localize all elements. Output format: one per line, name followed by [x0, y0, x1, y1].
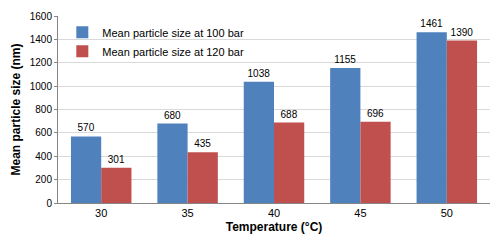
svg-text:1038: 1038 — [248, 68, 271, 79]
svg-text:0: 0 — [46, 198, 52, 209]
svg-text:40: 40 — [268, 207, 280, 219]
svg-text:1600: 1600 — [30, 11, 53, 22]
svg-text:688: 688 — [281, 109, 298, 120]
svg-text:1155: 1155 — [334, 54, 356, 65]
svg-text:1200: 1200 — [30, 57, 53, 68]
svg-text:1461: 1461 — [420, 18, 443, 29]
svg-text:Mean particle size (nm): Mean particle size (nm) — [9, 43, 23, 175]
svg-text:570: 570 — [78, 122, 95, 133]
svg-text:200: 200 — [35, 174, 52, 185]
svg-text:301: 301 — [108, 154, 125, 165]
svg-text:680: 680 — [164, 110, 181, 121]
svg-text:800: 800 — [35, 104, 52, 115]
svg-text:696: 696 — [367, 108, 384, 119]
svg-text:45: 45 — [354, 207, 366, 219]
svg-text:435: 435 — [194, 138, 211, 149]
svg-text:50: 50 — [441, 207, 453, 219]
svg-text:35: 35 — [181, 207, 193, 219]
svg-text:400: 400 — [35, 151, 52, 162]
svg-text:30: 30 — [95, 207, 107, 219]
svg-text:1400: 1400 — [30, 34, 53, 45]
svg-text:Temperature (°C): Temperature (°C) — [226, 220, 323, 234]
svg-text:Mean particle size at 120 bar: Mean particle size at 120 bar — [102, 46, 244, 58]
svg-text:600: 600 — [35, 127, 52, 138]
svg-text:1390: 1390 — [451, 27, 474, 38]
svg-text:Mean particle size at 100 bar: Mean particle size at 100 bar — [102, 27, 244, 39]
svg-text:1000: 1000 — [30, 81, 53, 92]
